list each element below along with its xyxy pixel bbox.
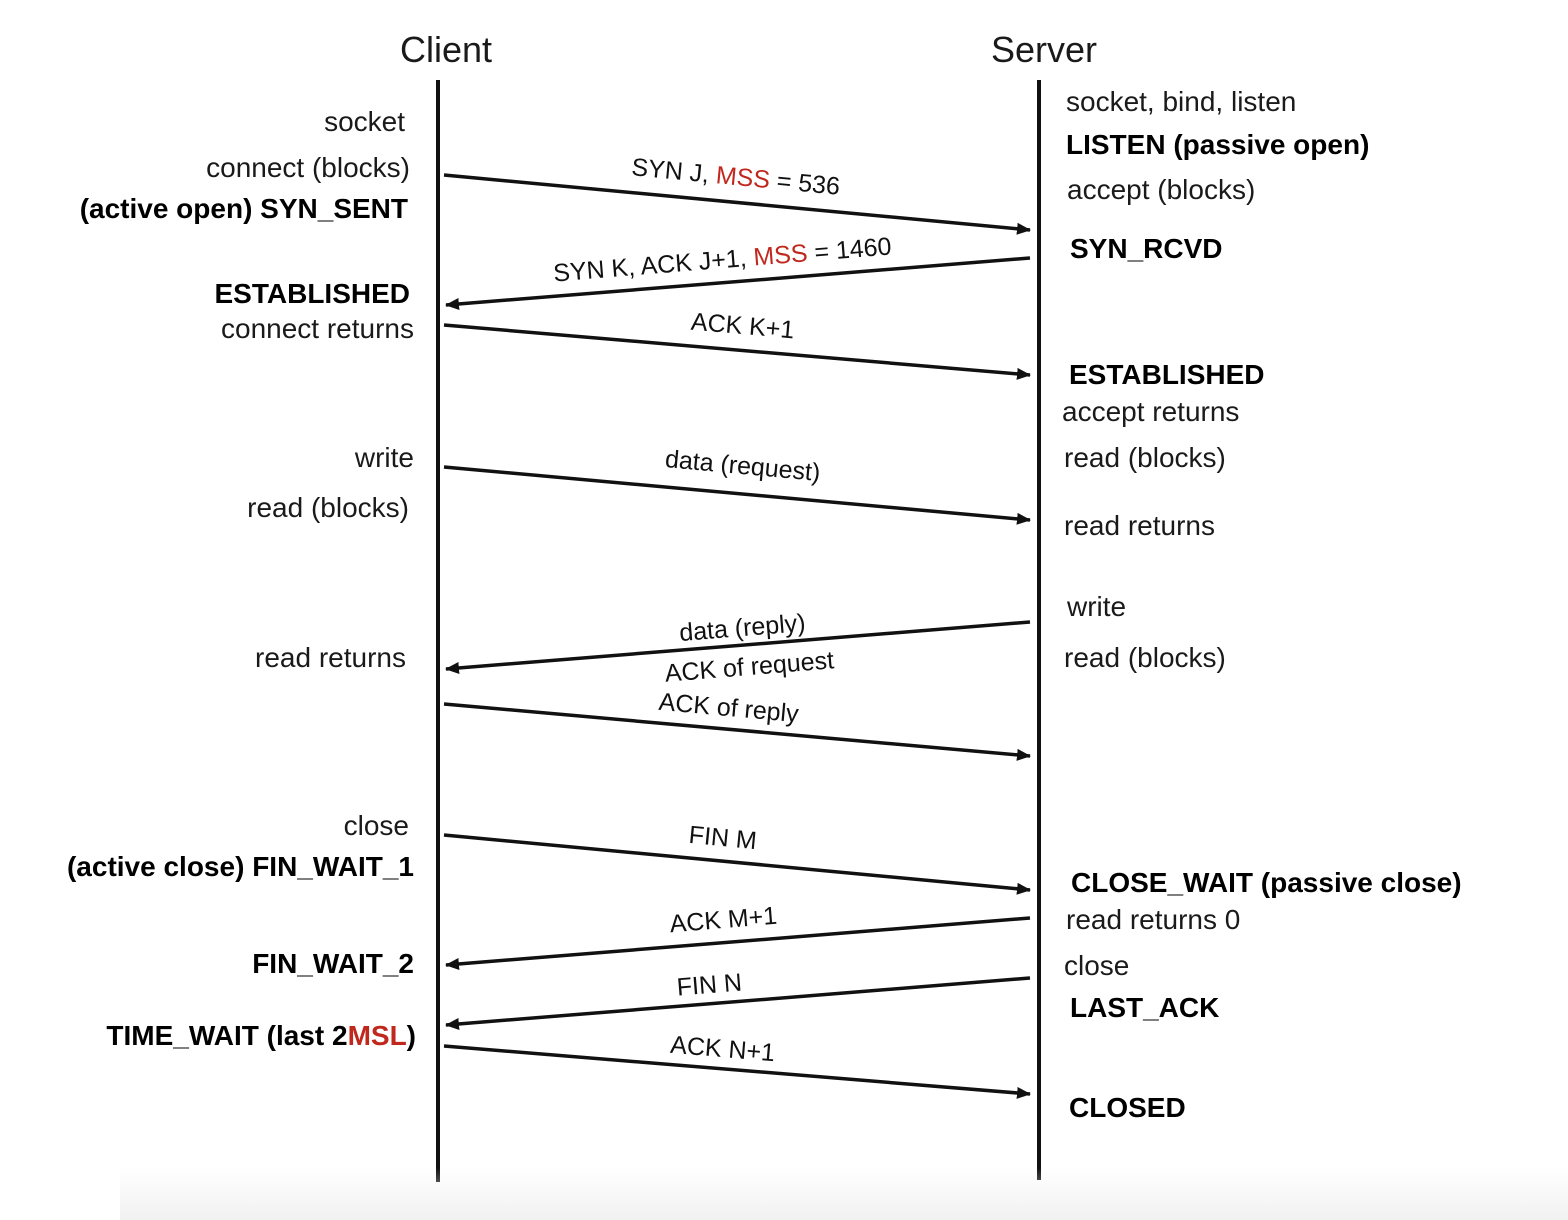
server-note-read-blocks: read (blocks): [1064, 442, 1226, 473]
syn-sent-label: SYN_SENT: [260, 193, 408, 224]
syn-k-mss: MSS: [752, 239, 808, 271]
time-wait-label: TIME_WAIT (last 2: [106, 1020, 347, 1051]
label-ack-of-reply: ACK of reply: [658, 688, 801, 728]
client-state-fin-wait-2: FIN_WAIT_2: [252, 948, 414, 979]
server-state-syn-rcvd: SYN_RCVD: [1070, 233, 1222, 264]
server-note-read-returns: read returns: [1064, 510, 1215, 541]
client-note-connect-returns: connect returns: [221, 313, 414, 344]
server-state-listen: LISTEN (passive open): [1066, 129, 1369, 160]
arrow-data-reply: [445, 620, 1031, 674]
syn-j-value: = 536: [769, 166, 842, 200]
client-state-established: ESTABLISHED: [215, 278, 411, 309]
arrow-fin-n: [445, 976, 1031, 1030]
active-open-label: (active open): [80, 193, 260, 224]
server-note-read-blocks-2: read (blocks): [1064, 642, 1226, 673]
arrow-data-request: [443, 465, 1031, 525]
client-state-fin-wait-1: (active close) FIN_WAIT_1: [67, 851, 414, 882]
arrow-ack-of-reply: [443, 702, 1031, 761]
client-state-time-wait: TIME_WAIT (last 2MSL): [106, 1020, 416, 1051]
client-note-socket: socket: [324, 106, 405, 137]
active-close-label: (active close): [67, 851, 252, 882]
arrow-syn-j: [443, 173, 1031, 235]
bottom-shadow: [120, 1168, 1568, 1220]
server-note-write: write: [1066, 591, 1126, 622]
server-note-close: close: [1064, 950, 1129, 981]
client-note-read-returns: read returns: [255, 642, 406, 673]
label-fin-n: FIN N: [676, 968, 743, 1001]
syn-j-text: SYN J,: [630, 153, 717, 189]
client-note-read-blocks: read (blocks): [247, 492, 409, 523]
client-state-syn-sent: (active open) SYN_SENT: [80, 193, 408, 224]
client-note-write: write: [354, 442, 414, 473]
label-data-request: data (request): [664, 445, 822, 487]
label-ack-m1: ACK M+1: [669, 902, 779, 939]
label-ack-n1: ACK N+1: [669, 1031, 776, 1068]
arrow-ack-n1: [443, 1044, 1031, 1099]
server-note-socket-bind-listen: socket, bind, listen: [1066, 86, 1296, 117]
client-note-close: close: [344, 810, 409, 841]
server-state-close-wait: CLOSE_WAIT (passive close): [1071, 867, 1462, 898]
syn-j-mss: MSS: [715, 161, 772, 194]
time-wait-close-paren: ): [407, 1020, 416, 1051]
arrow-ack-k1: [443, 323, 1031, 380]
client-lane-title: Client: [400, 29, 492, 70]
arrow-syn-k: [445, 256, 1031, 310]
server-note-accept-blocks: accept (blocks): [1067, 174, 1255, 205]
server-state-established: ESTABLISHED: [1069, 359, 1265, 390]
label-syn-j: SYN J, MSS = 536: [630, 153, 841, 201]
server-state-closed: CLOSED: [1069, 1092, 1186, 1123]
syn-k-value: = 1460: [806, 232, 892, 267]
client-note-connect-blocks: connect (blocks): [206, 152, 410, 183]
server-state-last-ack: LAST_ACK: [1070, 992, 1219, 1023]
time-wait-msl: MSL: [348, 1020, 407, 1051]
label-fin-m: FIN M: [688, 821, 758, 855]
arrow-fin-m: [443, 833, 1031, 895]
server-lane-title: Server: [991, 29, 1097, 70]
label-ack-of-request: ACK of request: [664, 646, 835, 688]
arrow-ack-m1: [445, 916, 1031, 970]
server-note-read-returns-0: read returns 0: [1066, 904, 1240, 935]
label-syn-k: SYN K, ACK J+1, MSS = 1460: [552, 232, 892, 287]
label-ack-k1: ACK K+1: [690, 308, 796, 345]
server-note-accept-returns: accept returns: [1062, 396, 1239, 427]
fin-wait-1-label: FIN_WAIT_1: [252, 851, 414, 882]
